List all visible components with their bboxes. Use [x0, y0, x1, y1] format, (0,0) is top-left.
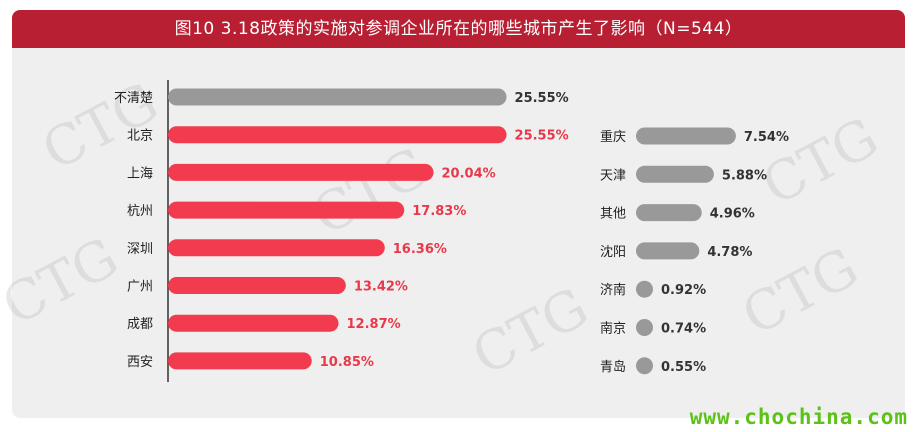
- value-label: 16.36%: [393, 242, 447, 257]
- category-label: 济南: [600, 282, 626, 298]
- category-label: 其他: [600, 207, 626, 222]
- category-label: 西安: [127, 355, 153, 370]
- category-label: 天津: [600, 168, 626, 183]
- bar: [168, 277, 346, 294]
- category-label: 深圳: [127, 242, 153, 257]
- bar: [168, 314, 339, 332]
- bar: [168, 239, 385, 257]
- category-label: 重庆: [600, 129, 626, 145]
- bar: [168, 201, 405, 219]
- value-label: 0.92%: [661, 283, 706, 298]
- category-label: 南京: [600, 321, 626, 337]
- value-label: 13.42%: [354, 280, 408, 295]
- chart-panel: [12, 10, 905, 418]
- bar: [636, 319, 653, 336]
- bar: [168, 88, 507, 106]
- value-label: 25.55%: [515, 129, 569, 144]
- category-label: 成都: [127, 317, 153, 332]
- value-label: 4.96%: [710, 207, 755, 222]
- bar: [636, 165, 714, 183]
- value-label: 17.83%: [412, 204, 466, 219]
- value-label: 0.55%: [661, 360, 706, 375]
- value-label: 12.87%: [347, 317, 401, 332]
- value-label: 4.78%: [707, 245, 752, 260]
- value-label: 0.74%: [661, 322, 706, 337]
- bar: [168, 352, 312, 370]
- bar: [636, 127, 736, 145]
- value-label: 25.55%: [515, 91, 569, 106]
- bar: [168, 126, 507, 144]
- category-label: 杭州: [127, 204, 153, 219]
- category-label: 沈阳: [600, 245, 626, 260]
- value-label: 7.54%: [744, 130, 789, 145]
- category-label: 北京: [127, 129, 153, 144]
- footer-url: www.chochina.com: [689, 405, 908, 429]
- chart-title: 图10 3.18政策的实施对参调企业所在的哪些城市产生了影响（N=544）: [12, 10, 905, 48]
- value-label: 5.88%: [722, 168, 767, 183]
- category-label: 广州: [127, 280, 153, 295]
- category-label: 青岛: [600, 359, 626, 375]
- bar: [636, 242, 700, 260]
- category-label: 上海: [127, 166, 153, 181]
- value-label: 20.04%: [442, 166, 496, 181]
- bar: [168, 163, 434, 181]
- bar: [636, 357, 653, 375]
- value-label: 10.85%: [320, 355, 374, 370]
- category-label: 不清楚: [114, 91, 153, 106]
- bar: [636, 280, 653, 298]
- bar: [636, 204, 702, 222]
